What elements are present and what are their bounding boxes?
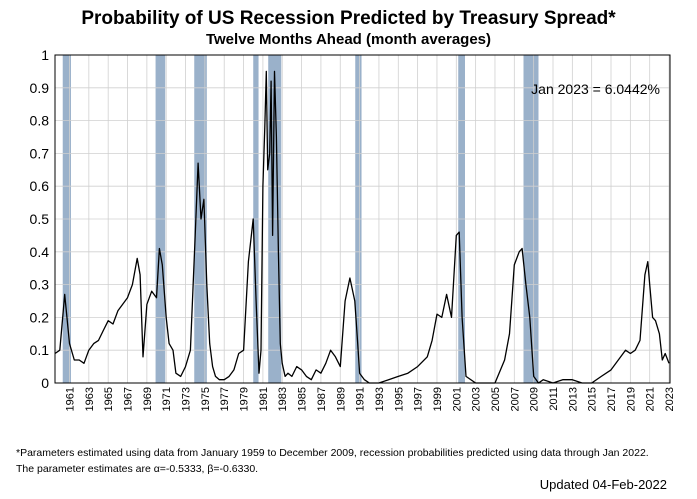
x-tick-label: 1971 (161, 387, 173, 411)
x-tick-label: 2013 (567, 387, 579, 411)
x-tick-label: 1973 (181, 387, 193, 411)
y-tick-label: 0 (41, 375, 49, 391)
y-tick-label: 0.2 (30, 309, 50, 325)
footnote-line-1: *Parameters estimated using data from Ja… (16, 447, 649, 459)
x-tick-label: 1991 (355, 387, 367, 411)
x-tick-label: 1985 (297, 387, 309, 411)
x-tick-label: 2009 (529, 387, 541, 411)
x-tick-label: 1999 (432, 387, 444, 411)
x-tick-label: 1989 (335, 387, 347, 411)
x-tick-label: 1965 (103, 387, 115, 411)
x-tick-label: 2011 (548, 387, 560, 411)
x-tick-label: 1967 (123, 387, 135, 411)
chart-title: Probability of US Recession Predicted by… (81, 8, 616, 29)
x-tick-label: 1963 (84, 387, 96, 411)
annotation-label: Jan 2023 = 6.0442% (531, 81, 660, 97)
x-tick-label: 2023 (664, 387, 676, 411)
plot-frame (54, 54, 671, 384)
y-tick-label: 0.1 (30, 342, 50, 358)
y-tick-label: 0.6 (30, 178, 50, 194)
x-tick-label: 2005 (490, 387, 502, 411)
y-tick-label: 1 (41, 47, 49, 63)
x-tick-label: 1993 (374, 387, 386, 411)
x-tick-label: 1969 (142, 387, 154, 411)
footnote-line-2: The parameter estimates are α=-0.5333, β… (16, 463, 259, 475)
x-tick-label: 2019 (625, 387, 637, 411)
x-tick-label: 1977 (219, 387, 231, 411)
x-tick-label: 1983 (277, 387, 289, 411)
chart-subtitle: Twelve Months Ahead (month averages) (205, 31, 492, 48)
x-tick-label: 2001 (451, 387, 463, 411)
updated-date: Updated 04-Feb-2022 (539, 477, 667, 492)
y-tick-label: 0.4 (30, 244, 50, 260)
x-tick-label: 1979 (239, 387, 251, 411)
probability-series-line (54, 70, 670, 384)
y-tick-label: 0.7 (30, 145, 50, 161)
y-tick-label: 0.9 (30, 80, 50, 96)
x-tick-label: 2017 (606, 387, 618, 411)
x-tick-label: 1975 (200, 387, 212, 411)
x-tick-label: 2003 (471, 387, 483, 411)
y-tick-label: 0.5 (30, 211, 50, 227)
x-tick-label: 1981 (258, 387, 270, 411)
y-tick-label: 0.8 (30, 113, 50, 129)
x-tick-label: 1987 (316, 387, 328, 411)
x-tick-label: 2015 (587, 387, 599, 411)
x-tick-label: 1961 (65, 387, 77, 411)
x-tick-label: 1995 (393, 387, 405, 411)
x-tick-label: 1997 (413, 387, 425, 411)
x-tick-label: 2021 (645, 387, 657, 411)
x-tick-label: 2007 (509, 387, 521, 411)
y-tick-label: 0.3 (30, 277, 50, 293)
